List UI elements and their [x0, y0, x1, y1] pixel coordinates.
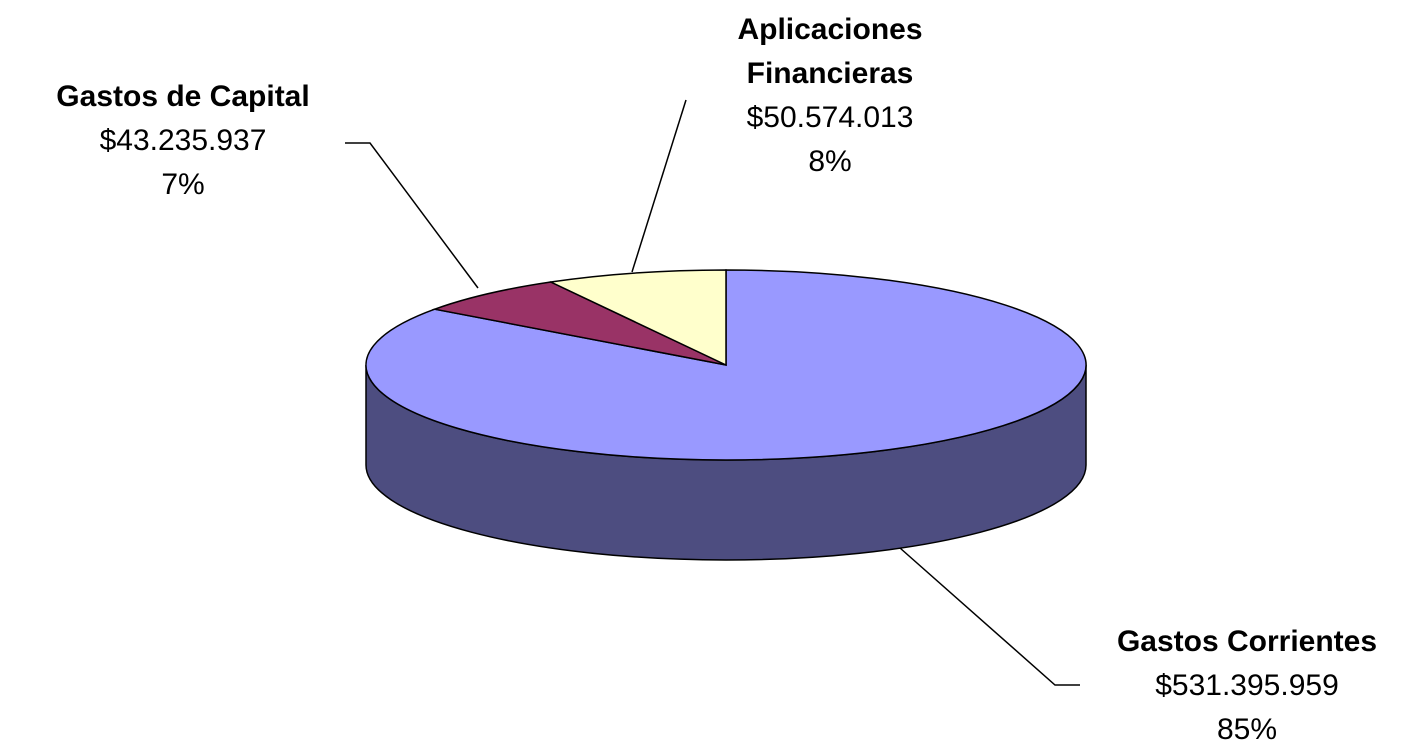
- pie-slice: [548, 269, 727, 367]
- slice-label: Gastos Corrientes $531.395.959 85%: [1067, 620, 1422, 752]
- slice-label: Gastos de Capital $43.235.937 7%: [3, 75, 363, 207]
- leader-line: [631, 99, 687, 273]
- leader-line: [899, 547, 1080, 686]
- percent-label: 8%: [808, 145, 852, 178]
- category-label: Aplicaciones Financieras: [737, 13, 923, 90]
- pie: [365, 269, 1087, 561]
- slice-label: Aplicaciones Financieras $50.574.013 8%: [700, 8, 960, 184]
- category-label: Gastos Corrientes: [1116, 625, 1378, 658]
- category-label: Gastos de Capital: [56, 80, 310, 113]
- percent-label: 7%: [161, 168, 205, 201]
- value-label: $531.395.959: [1155, 669, 1339, 702]
- value-label: $50.574.013: [746, 101, 914, 134]
- leader-line: [345, 142, 479, 289]
- value-label: $43.235.937: [99, 124, 267, 157]
- pie-slice: [431, 281, 727, 366]
- percent-label: 85%: [1216, 713, 1278, 746]
